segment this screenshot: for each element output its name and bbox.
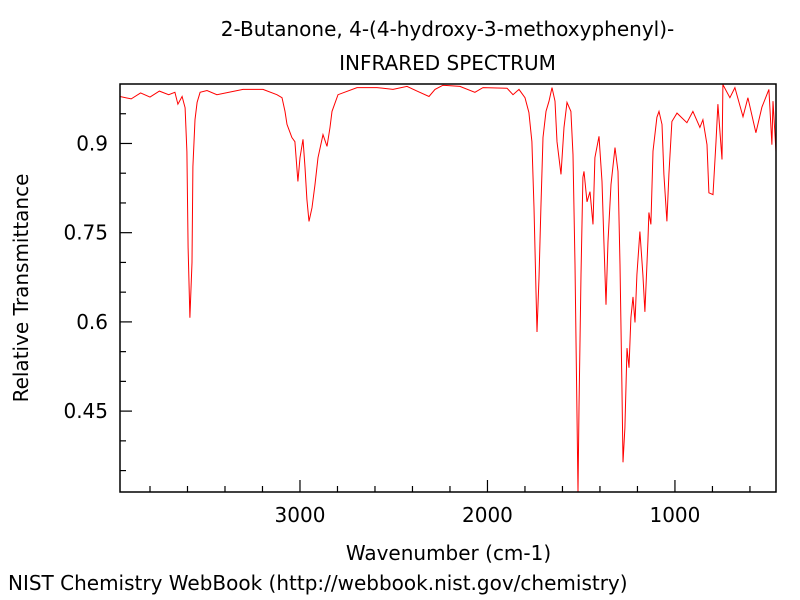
y-tick-label: 0.75 — [63, 221, 108, 245]
footer-credit: NIST Chemistry WebBook (http://webbook.n… — [8, 571, 628, 595]
chart-title: 2-Butanone, 4-(4-hydroxy-3-methoxyphenyl… — [220, 17, 675, 41]
plot-frame — [119, 83, 777, 493]
x-tick-label: 1000 — [649, 503, 700, 527]
y-axis-label: Relative Transmittance — [9, 173, 33, 403]
y-tick-label: 0.9 — [76, 131, 108, 155]
y-tick-label: 0.45 — [63, 399, 108, 423]
chart-subtitle: INFRARED SPECTRUM — [339, 51, 556, 75]
spectrum-line — [119, 84, 777, 493]
x-axis-label: Wavenumber (cm-1) — [345, 541, 552, 565]
x-tick-label: 2000 — [462, 503, 513, 527]
y-tick-label: 0.6 — [76, 310, 108, 334]
x-tick-label: 3000 — [275, 503, 326, 527]
